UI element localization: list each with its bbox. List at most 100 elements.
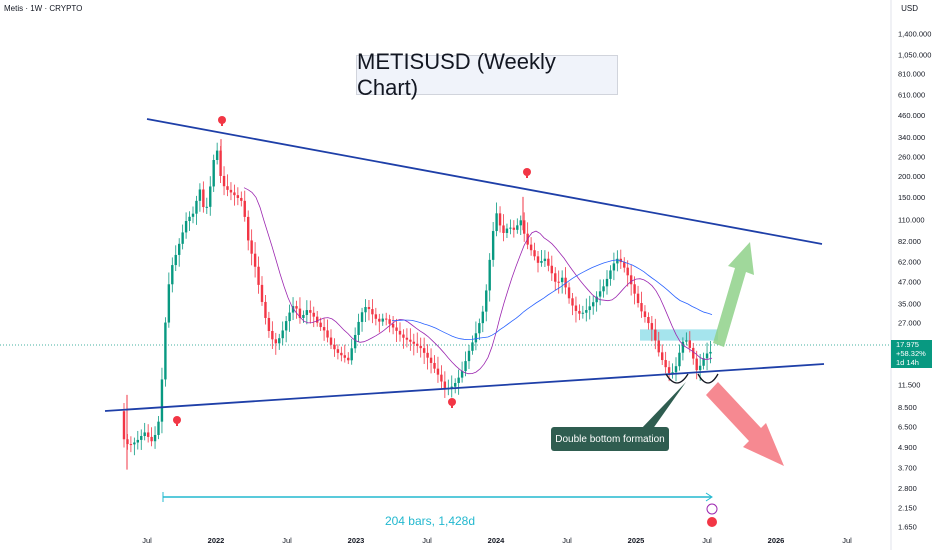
- time-tick-label: Jul: [142, 536, 152, 545]
- candle-body: [385, 318, 388, 320]
- candle-body: [274, 339, 277, 344]
- candle-body: [571, 298, 574, 306]
- time-tick-label: Jul: [842, 536, 852, 545]
- bar-countdown: 1d 14h: [896, 358, 919, 367]
- candle-body: [433, 362, 436, 369]
- candle-body: [336, 349, 340, 353]
- price-tick-label: 4.900: [898, 443, 917, 452]
- candle-body: [326, 330, 329, 338]
- candle-body: [523, 220, 526, 234]
- time-tick-label: 2025: [628, 536, 645, 545]
- candle-body: [309, 310, 312, 313]
- candle-body: [129, 444, 133, 446]
- candle-body: [567, 287, 571, 299]
- candle-body: [360, 312, 364, 322]
- candle-body: [426, 352, 429, 358]
- candle-body: [229, 189, 233, 193]
- candle-body: [554, 273, 557, 282]
- candle-body: [640, 303, 643, 312]
- candle-body: [692, 347, 695, 359]
- candle-body: [329, 337, 333, 345]
- candle-body: [543, 258, 547, 262]
- candle-body: [171, 265, 174, 285]
- candle-body: [643, 311, 647, 317]
- price-tick-label: 6.500: [898, 422, 917, 431]
- candle-body: [284, 321, 288, 331]
- candle-body: [533, 250, 536, 257]
- candle-body: [536, 256, 540, 263]
- double-bottom-arc-left: [665, 373, 689, 384]
- candle-body: [409, 339, 412, 342]
- price-tick-label: 1,400.000: [898, 29, 931, 38]
- candle-body: [491, 231, 495, 260]
- candle-body: [512, 227, 516, 230]
- candle-body: [616, 258, 619, 264]
- candle-body: [443, 381, 447, 388]
- markers: [173, 116, 718, 527]
- moving-average-slow: [391, 259, 713, 341]
- price-tick-label: 82.000: [898, 237, 921, 246]
- candle-body: [264, 301, 267, 318]
- candle-body: [440, 374, 443, 382]
- candle-body: [402, 334, 405, 338]
- time-tick-label: 2023: [348, 536, 365, 545]
- buy-marker-stem: [176, 422, 178, 426]
- candle-body: [298, 308, 302, 318]
- candle-body: [367, 307, 371, 310]
- candle-body: [705, 353, 709, 359]
- candle-body: [395, 327, 398, 331]
- candle-body: [205, 206, 208, 208]
- price-tick-label: 150.000: [898, 193, 925, 202]
- candle-body: [412, 341, 415, 344]
- price-tick-label: 8.500: [898, 403, 917, 412]
- price-tick-label: 260.000: [898, 153, 925, 162]
- candle-body: [674, 366, 678, 373]
- candle-body: [233, 192, 236, 196]
- buy-marker: [448, 398, 456, 406]
- double-bottom-callout[interactable]: Double bottom formation: [551, 427, 669, 451]
- candle-body: [592, 302, 595, 307]
- candle-body: [178, 243, 181, 255]
- chart-title: METISUSD (Weekly Chart): [357, 49, 556, 100]
- buy-marker-stem: [451, 404, 453, 408]
- candle-body: [688, 340, 691, 348]
- candle-body: [271, 330, 274, 340]
- candle-body: [146, 432, 150, 437]
- candle-body: [288, 312, 291, 322]
- candle-body: [167, 284, 171, 323]
- candle-body: [416, 343, 419, 346]
- price-tick-label: 810.000: [898, 70, 925, 79]
- us-flag-icon: [707, 517, 717, 527]
- candle-body: [247, 216, 250, 241]
- candles: [122, 139, 712, 470]
- price-tick-label: 1.650: [898, 523, 917, 532]
- trendlines: [104, 118, 825, 502]
- candle-body: [502, 225, 505, 233]
- last-price-value: 17.975: [896, 340, 919, 349]
- candle-body: [260, 284, 264, 302]
- candle-body: [657, 340, 660, 353]
- candle-body: [198, 189, 202, 201]
- candle-body: [295, 306, 298, 309]
- chart-title-box[interactable]: METISUSD (Weekly Chart): [356, 49, 618, 100]
- candle-body: [481, 311, 484, 324]
- candle-body: [191, 213, 195, 217]
- resistance-band: [640, 329, 718, 341]
- candle-body: [312, 312, 315, 317]
- candle-body: [661, 352, 664, 361]
- time-tick-label: Jul: [422, 536, 432, 545]
- candle-body: [605, 278, 609, 287]
- price-tick-label: 27.000: [898, 318, 921, 327]
- candle-body: [671, 372, 674, 374]
- candle-body: [236, 195, 240, 198]
- candle-body: [667, 367, 671, 374]
- candle-body: [136, 439, 139, 443]
- candle-body: [474, 333, 478, 343]
- candle-body: [371, 309, 374, 315]
- candle-body: [498, 213, 502, 226]
- candle-body: [364, 307, 367, 313]
- candle-body: [478, 323, 481, 334]
- candle-body: [281, 330, 284, 339]
